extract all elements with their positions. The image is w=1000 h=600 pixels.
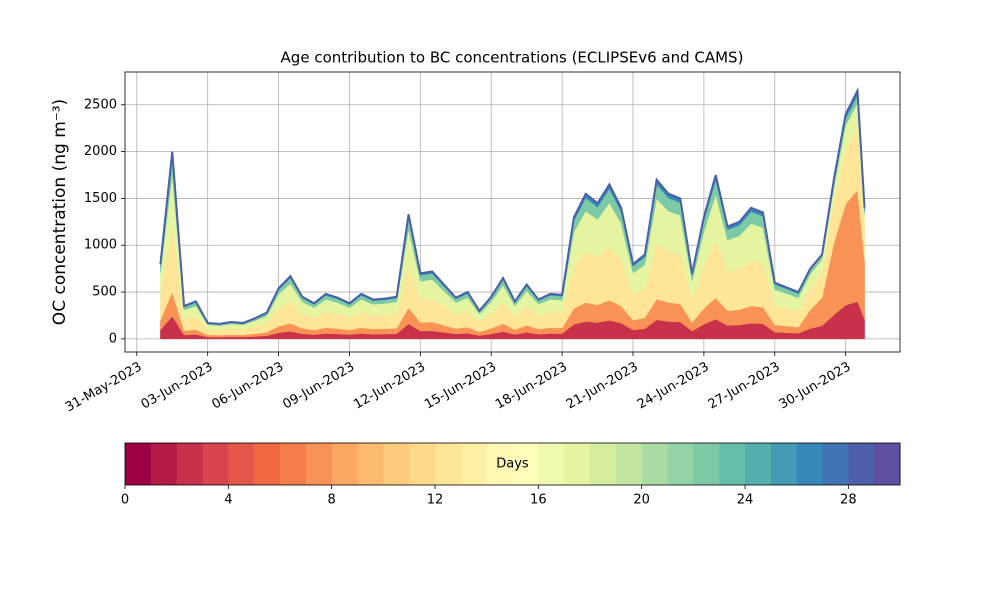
colorbar-swatch [512,443,539,485]
colorbar-swatch [796,443,823,485]
colorbar-tick-label: 24 [737,493,754,508]
colorbar-tick-label: 8 [328,493,336,508]
colorbar-swatch [719,443,746,485]
colorbar-label: Days [496,457,529,472]
outline [159,86,866,325]
colorbar-swatch [125,443,152,485]
colorbar-swatch [460,443,488,485]
x-tick-label: 21-Jun-2023 [564,360,641,413]
colorbar-swatch [202,443,229,485]
colorbar-tick-label: 12 [427,493,444,508]
colorbar-swatch [874,443,901,485]
colorbar-swatch [357,443,384,485]
colorbar-swatch [822,443,849,485]
colorbar-tick-label: 28 [840,493,857,508]
y-axis-label: OC concentration (ng m⁻³) [50,99,70,325]
plot-frame [124,71,901,353]
colorbar-swatch [615,443,643,485]
colorbar-frame [124,442,901,486]
y-tick-label: 2500 [84,97,117,112]
colorbar-tick-label: 20 [633,493,650,508]
colorbar-swatch [770,443,798,485]
colorbar-swatch [176,443,203,485]
colorbar-swatch [590,443,617,485]
chart-title: Age contribution to BC concentrations (E… [281,49,744,67]
x-tick-label: 09-Jun-2023 [280,360,357,413]
x-tick-label: 24-Jun-2023 [635,360,712,413]
y-tick-label: 2000 [84,144,117,159]
colorbar-swatch [693,443,720,485]
y-tick-label: 500 [92,285,117,300]
colorbar-swatch [280,443,307,485]
y-tick-label: 0 [109,331,117,346]
colorbar-swatch [667,443,694,485]
colorbar-swatch [848,443,875,485]
x-tick-label: 06-Jun-2023 [210,360,287,413]
colorbar-swatch [641,443,668,485]
x-tick-label: 12-Jun-2023 [351,360,428,413]
y-tick-label: 1500 [84,191,117,206]
x-tick-label: 27-Jun-2023 [706,360,783,413]
colorbar-swatch [435,443,462,485]
colorbar-tick-label: 16 [530,493,547,508]
colorbar-tick-label: 0 [121,493,129,508]
x-tick-label: 18-Jun-2023 [493,360,570,413]
x-tick-label: 03-Jun-2023 [139,360,216,413]
colorbar-swatch [305,443,333,485]
colorbar-swatch [150,443,178,485]
colorbar-tick-label: 4 [224,493,232,508]
colorbar-swatch [538,443,565,485]
colorbar-swatch [331,443,358,485]
colorbar-swatch [409,443,436,485]
x-tick-label: 31-May-2023 [63,360,145,416]
colorbar-swatch [486,443,513,485]
x-tick-label: 15-Jun-2023 [422,360,499,413]
x-tick-label: 30-Jun-2023 [777,360,854,413]
colorbar-swatch [383,443,410,485]
colorbar-swatch [228,443,255,485]
colorbar-swatch [745,443,772,485]
y-tick-label: 1000 [84,238,117,253]
colorbar-swatch [564,443,591,485]
colorbar-swatch [254,443,281,485]
